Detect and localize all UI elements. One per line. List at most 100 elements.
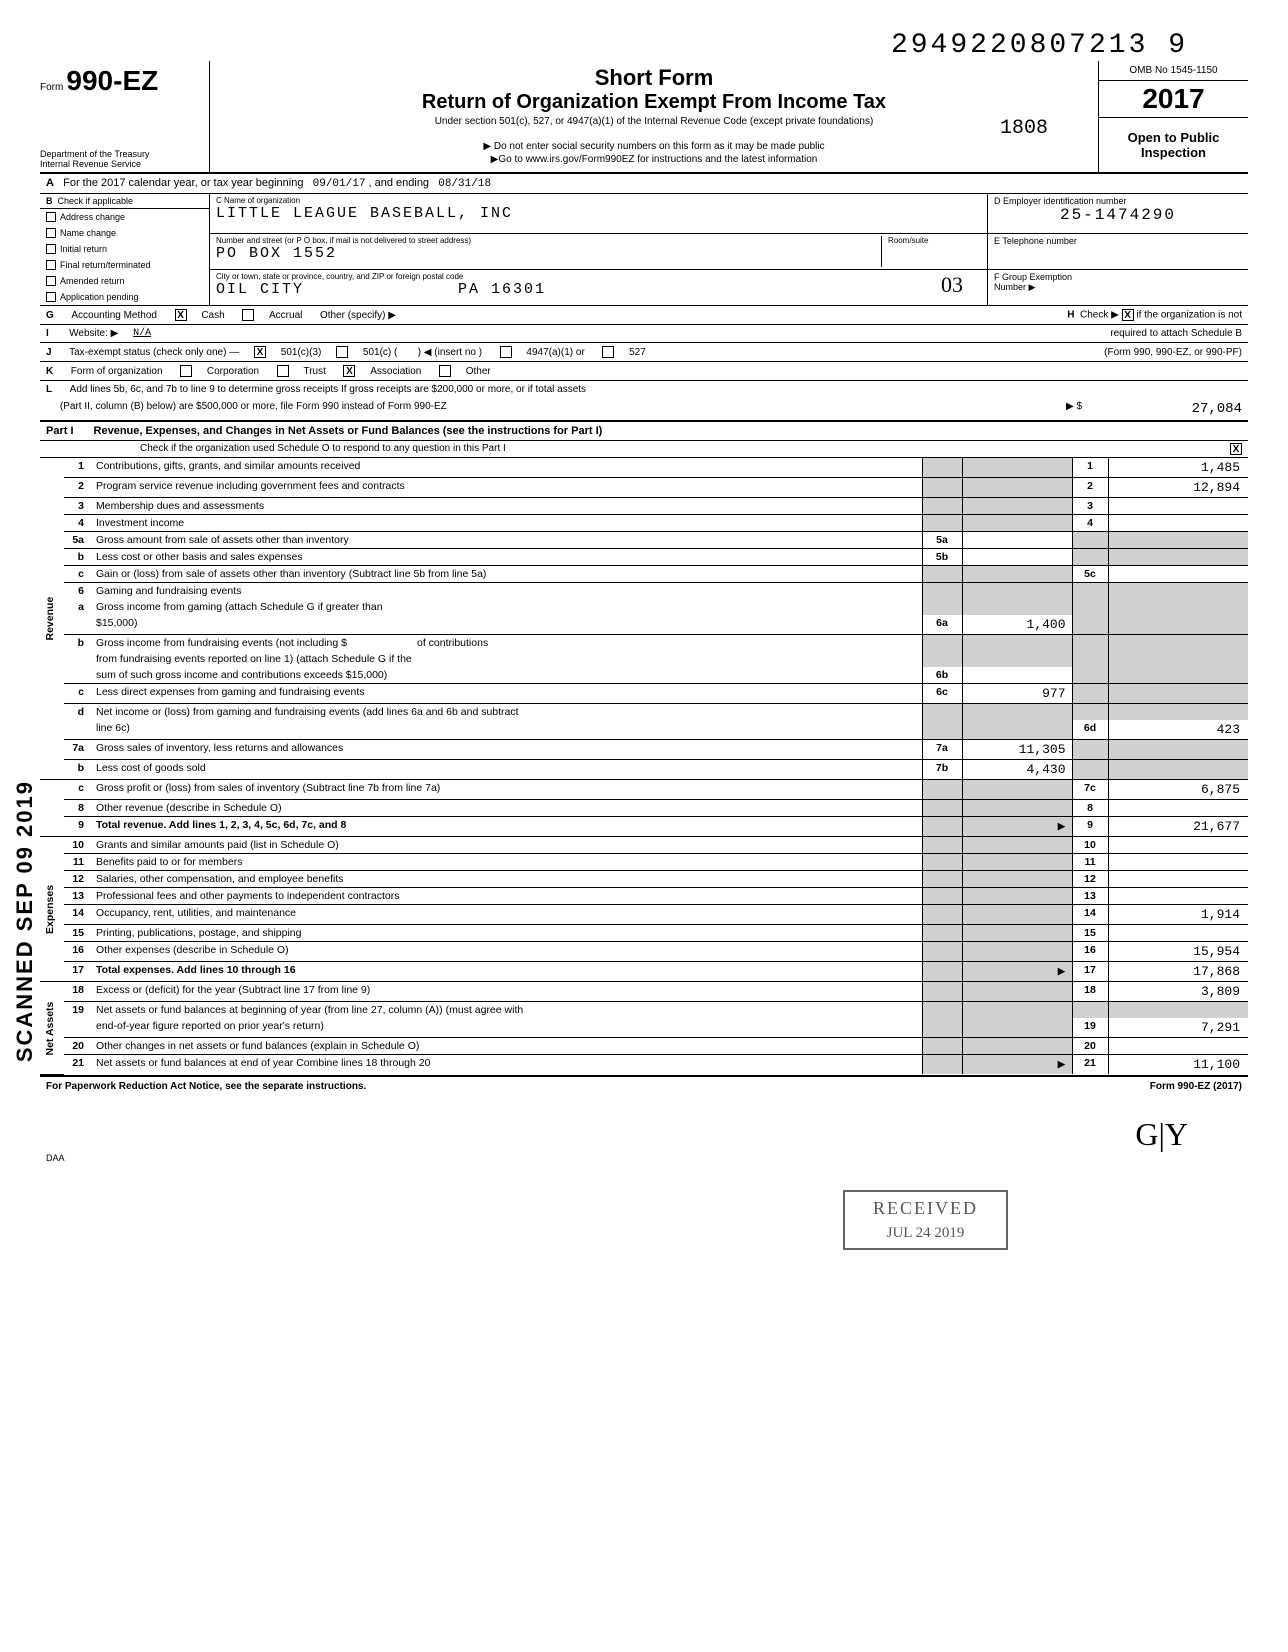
- rn13: 13: [1072, 888, 1108, 905]
- open-public: Open to Public Inspection: [1099, 118, 1248, 172]
- mv6a: 1,400: [962, 615, 1072, 635]
- title-return: Return of Organization Exempt From Incom…: [218, 91, 1090, 114]
- part-1-sub: Check if the organization used Schedule …: [40, 441, 1248, 458]
- ein: 25-1474290: [994, 206, 1242, 224]
- chk-4947[interactable]: [500, 346, 512, 358]
- chk-527[interactable]: [602, 346, 614, 358]
- t6a: Gross income from gaming (attach Schedul…: [92, 599, 922, 615]
- mn6a: 6a: [922, 615, 962, 635]
- mn6c: 6c: [922, 684, 962, 704]
- rv13: [1108, 888, 1248, 905]
- t5c: Gain or (loss) from sale of assets other…: [92, 566, 922, 583]
- t6c: Less direct expenses from gaming and fun…: [92, 684, 922, 704]
- chk-501c3[interactable]: X: [254, 346, 266, 358]
- chk-final[interactable]: [46, 260, 56, 270]
- t4: Investment income: [92, 515, 922, 532]
- chk-initial[interactable]: [46, 244, 56, 254]
- n11: 11: [64, 854, 92, 871]
- rn1: 1: [1072, 458, 1108, 478]
- chk-amended[interactable]: [46, 276, 56, 286]
- side-expenses: Expenses: [40, 837, 64, 982]
- t8: Other revenue (describe in Schedule O): [92, 800, 922, 817]
- n9: 9: [64, 817, 92, 837]
- chk-name-change[interactable]: [46, 228, 56, 238]
- rv2: 12,894: [1108, 478, 1248, 498]
- t6b4: sum of such gross income and contributio…: [92, 667, 922, 684]
- chk-h[interactable]: X: [1122, 309, 1134, 321]
- t10: Grants and similar amounts paid (list in…: [92, 837, 922, 854]
- e-label: E Telephone number: [994, 236, 1242, 246]
- l-text2: (Part II, column (B) below) are $500,000…: [60, 401, 447, 417]
- t16: Other expenses (describe in Schedule O): [92, 942, 922, 962]
- part-1-sub-text: Check if the organization used Schedule …: [140, 443, 506, 455]
- g-label: Accounting Method: [71, 310, 157, 321]
- t14: Occupancy, rent, utilities, and maintena…: [92, 905, 922, 925]
- n7b: b: [64, 760, 92, 780]
- line-k: K Form of organization Corporation Trust…: [40, 362, 1248, 381]
- gross-receipts: 27,084: [1102, 401, 1242, 417]
- chk-schedule-o[interactable]: X: [1230, 443, 1242, 455]
- chk-address-change[interactable]: [46, 212, 56, 222]
- chk-cash[interactable]: X: [175, 309, 187, 321]
- part-1-label: Part I: [46, 425, 74, 437]
- t2: Program service revenue including govern…: [92, 478, 922, 498]
- daa: DAA: [40, 1153, 1248, 1163]
- n20: 20: [64, 1038, 92, 1055]
- j-o2: 501(c) (: [363, 347, 397, 358]
- signature: G|Y: [40, 1096, 1248, 1153]
- rv1: 1,485: [1108, 458, 1248, 478]
- rn21: 21: [1072, 1055, 1108, 1075]
- f-label: F Group Exemption: [994, 272, 1242, 282]
- c-header: C Name of organization: [216, 196, 981, 205]
- rv5c: [1108, 566, 1248, 583]
- mv5a: [962, 532, 1072, 549]
- n4: 4: [64, 515, 92, 532]
- rn7c: 7c: [1072, 780, 1108, 800]
- b-header: Check if applicable: [58, 196, 134, 206]
- f-label2: Number ▶: [994, 282, 1242, 293]
- t6: Gaming and fundraising events: [92, 583, 922, 600]
- k-o2: Trust: [303, 366, 325, 377]
- t5a: Gross amount from sale of assets other t…: [92, 532, 922, 549]
- rv8: [1108, 800, 1248, 817]
- opt-amended: Amended return: [60, 276, 125, 286]
- lines-table: Revenue 1Contributions, gifts, grants, a…: [40, 458, 1248, 1075]
- chk-corp[interactable]: [180, 365, 192, 377]
- mn6b: 6b: [922, 667, 962, 684]
- arrow9: ▶: [962, 817, 1072, 837]
- org-name: LITTLE LEAGUE BASEBALL, INC: [216, 205, 981, 222]
- lines-table-wrapper: Revenue 1Contributions, gifts, grants, a…: [40, 458, 1248, 1077]
- opt-initial: Initial return: [60, 244, 107, 254]
- part-1-header: Part I Revenue, Expenses, and Changes in…: [40, 422, 1248, 441]
- n6c: c: [64, 684, 92, 704]
- rn2: 2: [1072, 478, 1108, 498]
- rn20: 20: [1072, 1038, 1108, 1055]
- rn19: 19: [1072, 1018, 1108, 1038]
- footer-left: For Paperwork Reduction Act Notice, see …: [46, 1081, 366, 1092]
- t6b: Gross income from fundraising events (no…: [96, 637, 347, 649]
- hand-03: 03: [941, 272, 963, 298]
- omb-number: OMB No 1545-1150: [1099, 61, 1248, 81]
- opt-address: Address change: [60, 212, 125, 222]
- n6b: b: [64, 635, 92, 652]
- received-stamp: RECEIVED JUL 24 2019: [843, 1190, 1008, 1250]
- header-block: 03 B Check if applicable Address change …: [40, 194, 1248, 306]
- stamp-received: RECEIVED: [873, 1198, 978, 1219]
- chk-501c[interactable]: [336, 346, 348, 358]
- n18: 18: [64, 982, 92, 1002]
- scanned-stamp: SCANNED SEP 09 2019: [12, 780, 38, 1062]
- chk-assoc[interactable]: X: [343, 365, 355, 377]
- t9: Total revenue. Add lines 1, 2, 3, 4, 5c,…: [96, 819, 346, 831]
- chk-accrual[interactable]: [242, 309, 254, 321]
- form-prefix: Form: [40, 82, 63, 93]
- tax-year-begin: 09/01/17: [313, 178, 366, 190]
- h-lbl4: (Form 990, 990-EZ, or 990-PF): [1104, 347, 1242, 358]
- chk-trust[interactable]: [277, 365, 289, 377]
- rv11: [1108, 854, 1248, 871]
- rv14: 1,914: [1108, 905, 1248, 925]
- rv7c: 6,875: [1108, 780, 1248, 800]
- n3: 3: [64, 498, 92, 515]
- mn5b: 5b: [922, 549, 962, 566]
- chk-other-org[interactable]: [439, 365, 451, 377]
- chk-pending[interactable]: [46, 292, 56, 302]
